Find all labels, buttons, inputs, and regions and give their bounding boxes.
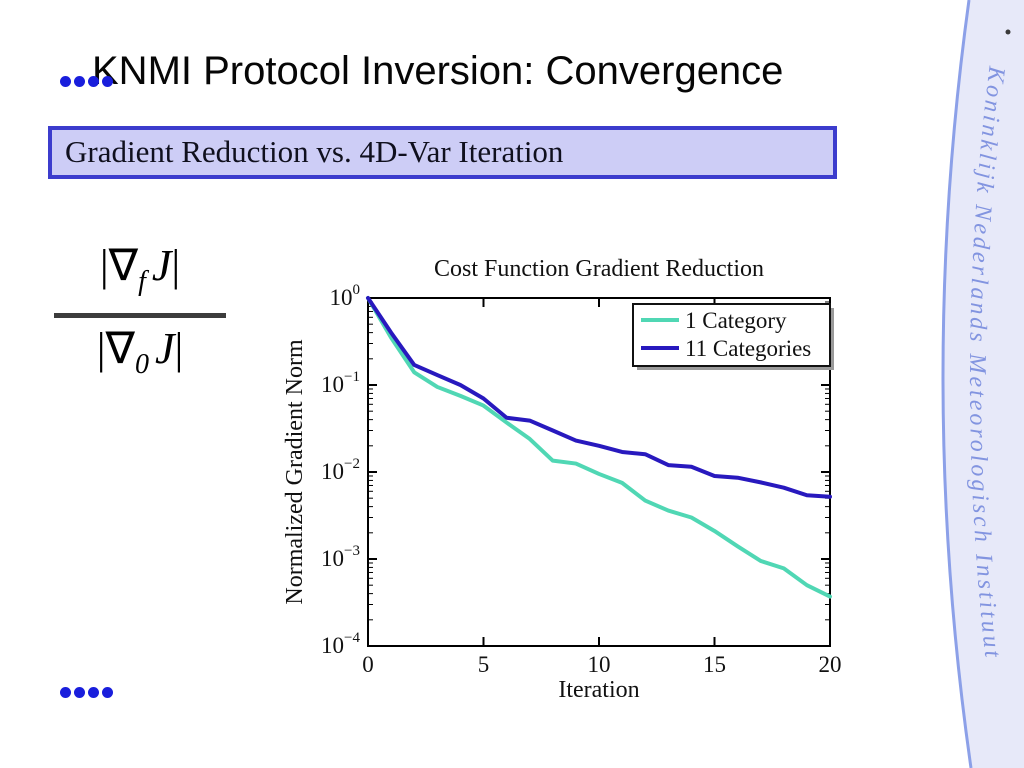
corner-mark-dot — [1005, 29, 1011, 35]
bullet-dot — [74, 76, 85, 87]
bullet-dots-bottom — [60, 687, 113, 698]
series-line-2 — [366, 296, 832, 499]
nabla-symbol: ∇ — [108, 241, 139, 290]
plot-box — [367, 297, 831, 647]
x-tick-label: 5 — [478, 652, 490, 677]
nabla-symbol: ∇ — [105, 323, 135, 373]
bullet-dots-top — [60, 76, 113, 87]
legend-label: 11 Categories — [685, 336, 811, 361]
subtitle-text: Gradient Reduction vs. 4D-Var Iteration — [65, 134, 564, 169]
x-axis-label: Iteration — [558, 677, 639, 703]
bullet-dot — [88, 687, 99, 698]
x-tick-label: 0 — [362, 652, 374, 677]
formula-denominator: |∇0 J| — [96, 323, 184, 380]
x-tick-label: 20 — [819, 652, 842, 677]
bullet-dot — [102, 687, 113, 698]
bullet-dot — [102, 76, 113, 87]
chart-title: Cost Function Gradient Reduction — [434, 256, 764, 282]
bullet-dot — [60, 687, 71, 698]
y-tick-label: 10−1 — [321, 369, 360, 397]
series-line-1 — [366, 296, 832, 599]
x-tick-label: 15 — [703, 652, 726, 677]
y-tick-label: 10−2 — [321, 456, 360, 484]
sidebar-curve-line — [941, 0, 973, 768]
bullet-dot — [74, 687, 85, 698]
fraction-bar — [54, 312, 226, 318]
sidebar-background — [942, 0, 1024, 768]
x-tick-label: 10 — [588, 652, 611, 677]
slide-title: KNMI Protocol Inversion: Convergence — [92, 48, 784, 93]
y-tick-label: 10−4 — [321, 630, 360, 658]
formula-numerator: |∇f J| — [99, 241, 181, 297]
subtitle-box: Gradient Reduction vs. 4D-Var Iteration — [48, 126, 837, 179]
bullet-dot — [88, 76, 99, 87]
bullet-dot — [60, 76, 71, 87]
gradient-ratio-formula: |∇f J| |∇0 J| — [52, 238, 228, 393]
legend-label: 1 Category — [685, 308, 787, 333]
y-tick-label: 10−3 — [321, 543, 360, 571]
legend-box — [632, 303, 831, 367]
sidebar-panel: Koninklijk Nederlands Meteorologisch Ins… — [941, 0, 1024, 768]
y-axis-label: Normalized Gradient Norm — [282, 339, 308, 605]
convergence-chart: 100 10−1 10−2 10−3 10−40 5 10 15 20 Cost Function… — [282, 256, 842, 703]
y-tick-label: 100 — [330, 282, 361, 310]
